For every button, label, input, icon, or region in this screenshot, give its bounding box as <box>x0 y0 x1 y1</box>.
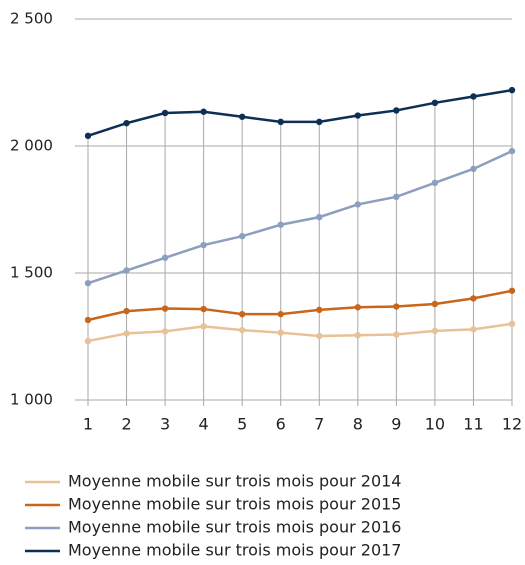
data-point <box>316 213 323 221</box>
y-tick-label: 1 500 <box>10 264 53 282</box>
x-tick-label: 4 <box>199 415 209 434</box>
data-point <box>431 300 439 308</box>
data-point <box>508 320 516 327</box>
data-point <box>123 330 130 337</box>
data-point <box>354 201 362 208</box>
data-point <box>316 332 323 340</box>
data-point <box>316 118 323 126</box>
data-point <box>161 328 169 335</box>
data-point <box>470 165 477 173</box>
data-point <box>277 118 284 126</box>
y-tick-label: 1 000 <box>10 391 53 409</box>
x-tick-label: 7 <box>314 415 324 434</box>
series-line <box>87 149 513 285</box>
x-tick-label: 6 <box>276 415 286 434</box>
x-tick-label: 11 <box>463 415 483 434</box>
data-point <box>354 112 362 119</box>
data-point <box>238 310 246 318</box>
data-point <box>354 332 362 339</box>
legend-label: Moyenne mobile sur trois mois pour 2017 <box>68 541 401 560</box>
data-point <box>277 310 284 318</box>
data-point <box>470 93 477 100</box>
x-tick-label: 10 <box>425 415 445 434</box>
data-point <box>277 329 284 336</box>
data-point <box>238 326 246 334</box>
data-point <box>508 287 516 294</box>
data-point <box>431 327 439 335</box>
data-point <box>161 109 169 117</box>
data-point <box>393 303 400 310</box>
legend-label: Moyenne mobile sur trois mois pour 2016 <box>68 518 401 537</box>
y-tick-label: 2 500 <box>10 10 53 28</box>
x-tick-label: 12 <box>502 415 522 434</box>
data-point <box>508 147 516 155</box>
data-point <box>238 113 246 120</box>
data-point <box>123 307 130 315</box>
data-point <box>200 305 207 313</box>
data-point <box>508 86 516 94</box>
data-point <box>200 241 207 249</box>
data-point <box>84 316 92 324</box>
y-tick-label: 2 000 <box>10 137 53 155</box>
data-point <box>84 132 92 140</box>
data-point <box>393 107 400 114</box>
data-point <box>84 279 92 287</box>
data-point <box>200 108 207 115</box>
data-point <box>316 306 323 314</box>
data-point <box>470 326 477 333</box>
x-tick-label: 3 <box>160 415 170 434</box>
legend-label: Moyenne mobile sur trois mois pour 2014 <box>68 472 401 491</box>
data-point <box>354 304 362 311</box>
x-tick-label: 2 <box>121 415 131 434</box>
data-point <box>123 119 130 127</box>
data-point <box>161 254 169 261</box>
series-line <box>87 289 513 322</box>
data-point <box>123 267 130 274</box>
data-point <box>431 179 439 187</box>
data-point <box>393 331 400 338</box>
data-point <box>431 99 439 107</box>
legend-label: Moyenne mobile sur trois mois pour 2015 <box>68 495 401 514</box>
data-point <box>84 337 92 345</box>
data-point <box>470 295 477 302</box>
data-point <box>238 232 246 240</box>
x-tick-label: 5 <box>237 415 247 434</box>
series-line <box>87 88 513 138</box>
data-point <box>200 323 207 330</box>
x-tick-label: 1 <box>83 415 93 434</box>
data-point <box>277 221 284 228</box>
series-line <box>87 322 513 343</box>
data-point <box>393 193 400 200</box>
x-tick-label: 8 <box>353 415 363 434</box>
x-tick-label: 9 <box>391 415 401 434</box>
data-point <box>161 305 169 312</box>
